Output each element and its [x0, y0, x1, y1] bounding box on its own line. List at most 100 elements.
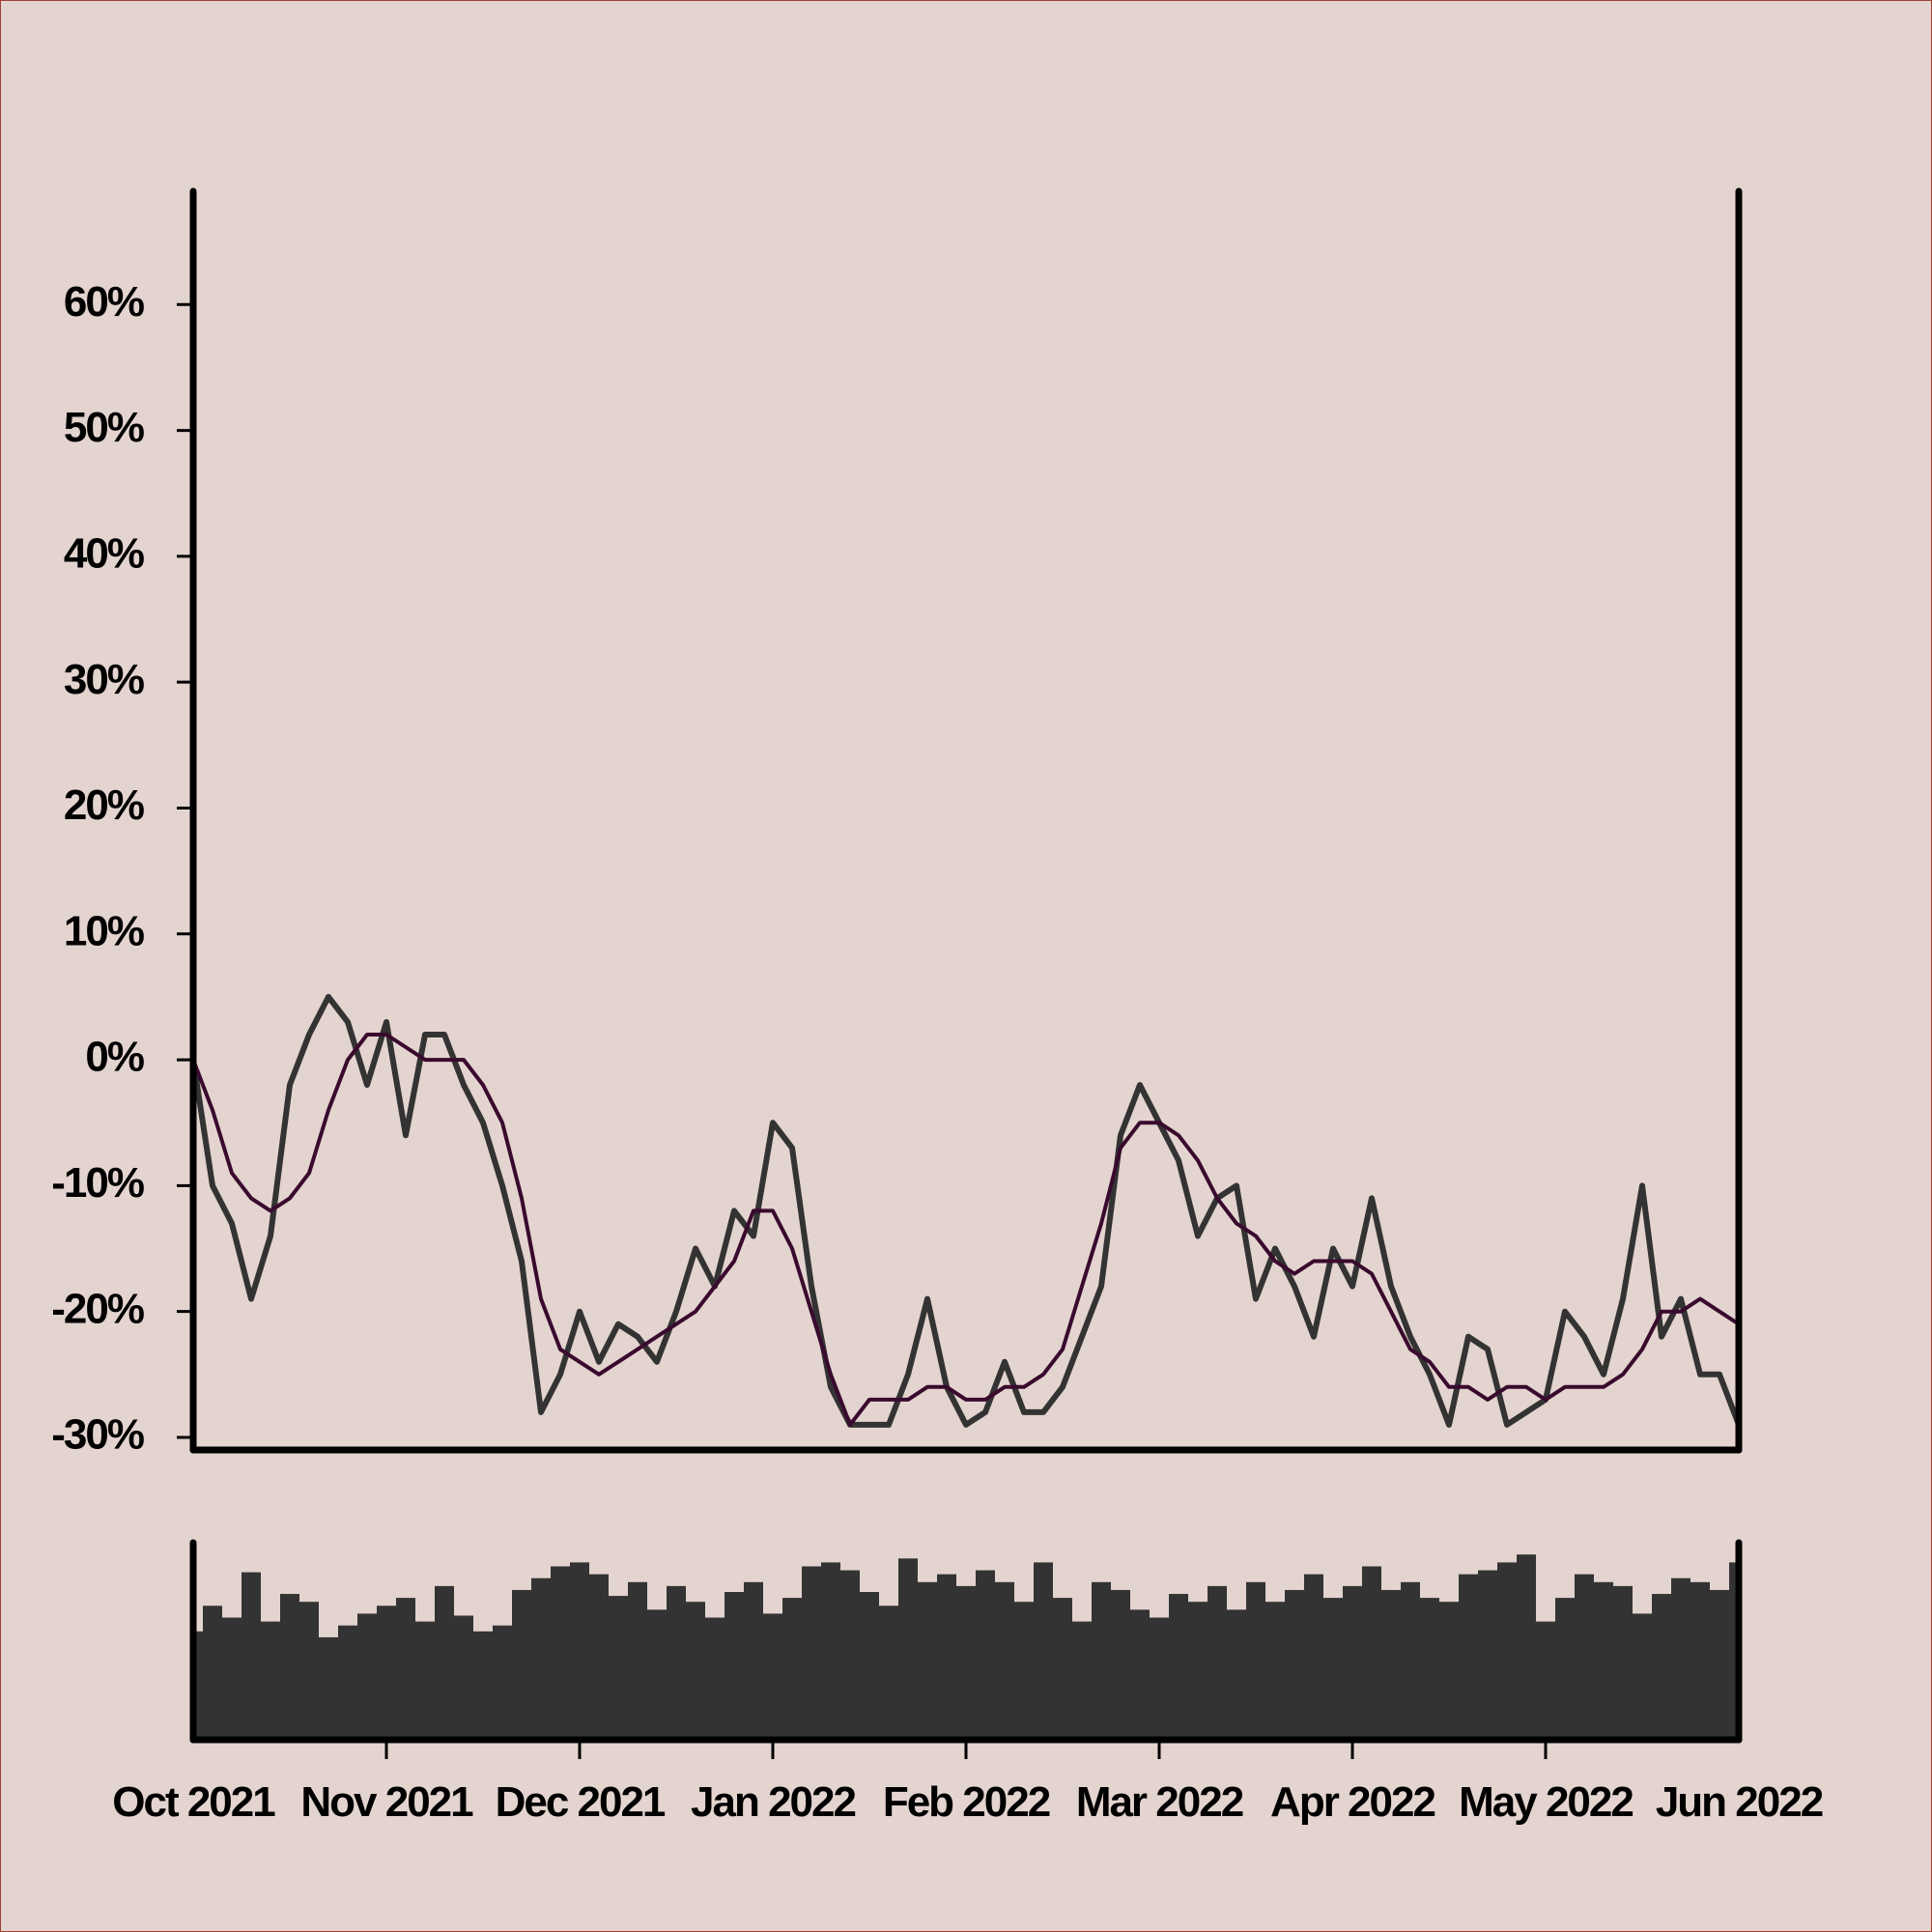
volume-bar	[667, 1585, 686, 1740]
line-series	[193, 993, 1739, 1428]
x-tick-label: Nov 2021	[300, 1778, 473, 1826]
volume-bar	[956, 1585, 976, 1740]
volume-bar	[628, 1581, 647, 1740]
volume-bar	[840, 1570, 860, 1740]
y-tick-label: 50%	[64, 404, 144, 451]
volume-bar	[203, 1605, 222, 1740]
volume-bar	[512, 1589, 531, 1740]
volume-bar	[1092, 1581, 1111, 1740]
volume-bar	[1265, 1602, 1285, 1740]
volume-bar	[1150, 1617, 1169, 1740]
volume-bar	[1497, 1562, 1517, 1740]
volume-bar	[280, 1594, 299, 1740]
volume-bar	[686, 1602, 705, 1740]
volume-bar	[319, 1636, 338, 1740]
y-tick-label: 30%	[64, 656, 144, 703]
volume-bar	[1014, 1602, 1034, 1740]
volume-bar	[1034, 1562, 1053, 1740]
y-tick-label: -10%	[51, 1159, 144, 1207]
x-tick-label: Feb 2022	[882, 1778, 1051, 1826]
volume-bar	[1323, 1598, 1343, 1740]
volume-bar	[763, 1613, 782, 1740]
volume-bar	[1053, 1598, 1072, 1740]
y-tick-label: 60%	[64, 278, 144, 326]
x-tick-label: Jan 2022	[691, 1778, 857, 1826]
volume-bar	[1575, 1574, 1594, 1740]
volume-bar	[1555, 1598, 1575, 1740]
x-tick-label: Mar 2022	[1075, 1778, 1244, 1826]
y-tick-label: 20%	[64, 781, 144, 829]
volume-bar	[415, 1621, 435, 1740]
y-tick-label: -30%	[51, 1411, 144, 1459]
plot-area	[193, 993, 1739, 1428]
volume-bar	[1362, 1566, 1381, 1740]
volume-bar	[1633, 1613, 1652, 1740]
volume-bar	[589, 1574, 609, 1740]
line-series	[193, 1033, 1739, 1427]
volume-bar	[493, 1625, 512, 1740]
volume-bar	[1072, 1621, 1092, 1740]
volume-bar	[1208, 1585, 1227, 1740]
volume-bar	[995, 1581, 1014, 1740]
volume-bar	[898, 1558, 918, 1740]
volume-bar	[976, 1570, 995, 1740]
volume-bar	[1343, 1585, 1362, 1740]
volume-bar	[454, 1615, 473, 1740]
volume-bar	[1401, 1581, 1420, 1740]
volume-bar	[782, 1598, 802, 1740]
volume-bar	[1729, 1562, 1739, 1740]
volume-bar	[1671, 1577, 1690, 1740]
volume-bar	[1652, 1594, 1671, 1740]
volume-bar	[609, 1596, 628, 1740]
volume-bar	[1130, 1609, 1150, 1740]
x-tick-label: Apr 2022	[1270, 1778, 1436, 1826]
volume-bar	[744, 1581, 763, 1740]
volume-bar	[1594, 1581, 1613, 1740]
volume-bar	[299, 1602, 319, 1740]
volume-bar	[918, 1581, 937, 1740]
volume-bar	[1478, 1570, 1497, 1740]
volume-bar	[1710, 1589, 1729, 1740]
volume-bar	[193, 1631, 203, 1740]
volume-bar	[261, 1621, 280, 1740]
volume-bar	[879, 1605, 898, 1740]
x-tick-label: Jun 2022	[1655, 1778, 1824, 1826]
volume-bar	[1381, 1589, 1401, 1740]
volume-bar	[1613, 1585, 1633, 1740]
volume-bar	[357, 1613, 377, 1740]
volume-bar	[435, 1585, 454, 1740]
volume-bar	[1459, 1574, 1478, 1740]
volume-bar	[1188, 1602, 1208, 1740]
volume-bar	[570, 1562, 589, 1740]
volume-bar	[1517, 1554, 1536, 1740]
volume-bar	[1169, 1594, 1188, 1740]
volume-bar	[551, 1566, 570, 1740]
volume-bar	[396, 1598, 415, 1740]
volume-bar	[821, 1562, 840, 1740]
volume-bar	[377, 1605, 396, 1740]
volume-bar	[860, 1592, 879, 1740]
volume-bar	[937, 1574, 956, 1740]
volume-bar	[1439, 1602, 1459, 1740]
volume-bar	[1304, 1574, 1323, 1740]
volume-bar	[222, 1617, 242, 1740]
volume-bar	[1690, 1581, 1710, 1740]
y-tick-label: 40%	[64, 529, 144, 577]
x-tick-label: Oct 2021	[112, 1778, 275, 1826]
volume-bar	[802, 1566, 821, 1740]
volume-bar	[473, 1631, 493, 1740]
y-tick-label: -20%	[51, 1285, 144, 1332]
volume-bar	[1536, 1621, 1555, 1740]
volume-bar	[242, 1572, 261, 1740]
volume-bar	[338, 1625, 357, 1740]
volume-bar	[1285, 1589, 1304, 1740]
x-tick-label: Dec 2021	[495, 1778, 667, 1826]
volume-bar	[531, 1577, 551, 1740]
volume-bar	[1246, 1581, 1265, 1740]
volume-bar	[705, 1617, 724, 1740]
volume-bar	[647, 1609, 667, 1740]
y-tick-label: 0%	[85, 1034, 143, 1081]
volume-bar	[1420, 1598, 1439, 1740]
